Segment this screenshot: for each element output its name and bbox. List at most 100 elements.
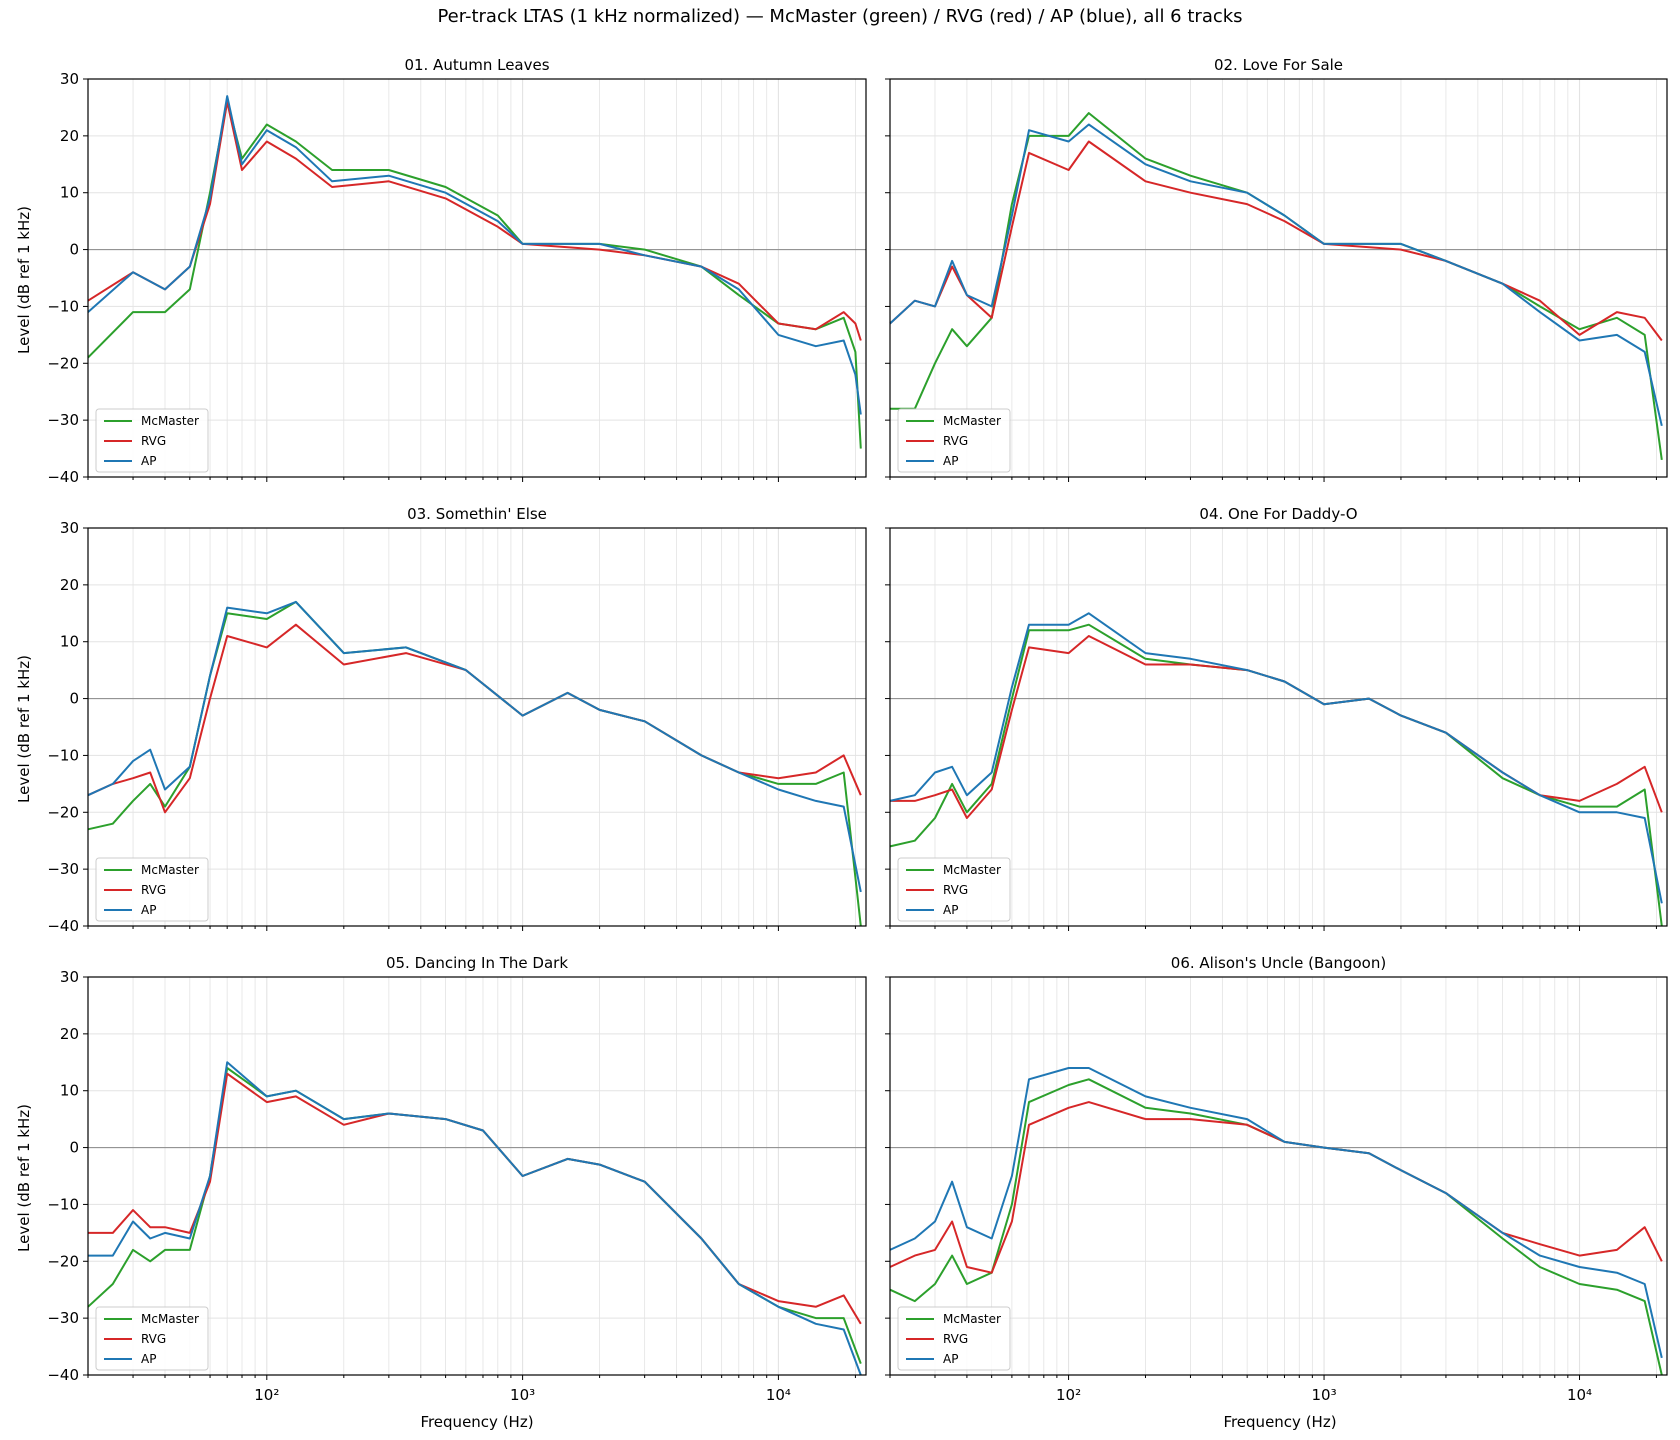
plot-frame <box>889 976 1668 1376</box>
legend-label-mcmaster: McMaster <box>141 1312 199 1326</box>
legend-label-rvg: RVG <box>943 883 968 897</box>
subplot-5: −40 −30 −20 −10 0 10 20 30 10² 10³ 10⁴ 05. Dancing … <box>47 954 867 1404</box>
y-tick-label: −40 <box>47 1366 79 1384</box>
legend-box <box>95 408 209 473</box>
subplot-2: 02. Love For Sale McMaster RVG AP <box>885 56 1668 482</box>
subplot-title: 06. Alison's Uncle (Bangoon) <box>1171 954 1386 972</box>
y-tick-label: 10 <box>60 1082 79 1100</box>
y-tick-label: −10 <box>47 746 79 764</box>
y-axis-label-row1: Level (dB ref 1 kHz) <box>15 206 33 354</box>
y-tick-label: 20 <box>60 127 79 145</box>
x-axis-label-left: Frequency (Hz) <box>420 1413 533 1431</box>
plot-frame <box>889 78 1668 478</box>
series-line-mcmaster <box>889 1078 1663 1376</box>
series-line-rvg <box>890 635 1663 819</box>
legend-label-rvg: RVG <box>943 1332 968 1346</box>
legend: McMaster RVG AP <box>95 408 209 473</box>
series-line-ap <box>87 600 862 893</box>
legend-label-ap: AP <box>141 1352 156 1366</box>
legend: McMaster RVG AP <box>897 857 1011 922</box>
series-line-mcmaster <box>890 112 1663 461</box>
legend-label-rvg: RVG <box>141 1332 166 1346</box>
series-line-rvg <box>87 623 862 814</box>
legend-box <box>95 857 209 922</box>
legend-label-mcmaster: McMaster <box>141 414 199 428</box>
legend-label-mcmaster: McMaster <box>943 414 1001 428</box>
x-tick-label: 10³ <box>510 1386 535 1404</box>
series-line-ap <box>889 1067 1663 1359</box>
plot-frame <box>87 976 867 1376</box>
legend-box <box>95 1306 209 1371</box>
series-line-rvg <box>88 1072 862 1325</box>
y-tick-label: 0 <box>69 690 79 708</box>
y-tick-label: 30 <box>60 519 79 537</box>
y-tick-label: 10 <box>60 633 79 651</box>
y-tick-label: 20 <box>60 576 79 594</box>
y-tick-label: 30 <box>60 968 79 986</box>
subplot-3: −40 −30 −20 −10 0 10 20 30 03. Somethin' Else McM… <box>47 505 867 935</box>
legend-label-ap: AP <box>141 903 156 917</box>
subplot-6: 10² 10³ 10⁴ 06. Alison's Uncle (Bangoon) McM… <box>885 954 1668 1404</box>
y-tick-label: −20 <box>47 803 79 821</box>
subplot-4: 04. One For Daddy-O McMaster RVG AP <box>885 505 1668 931</box>
x-tick-label: 10⁴ <box>766 1386 791 1404</box>
y-axis-label-row2: Level (dB ref 1 kHz) <box>15 655 33 803</box>
y-tick-label: 10 <box>60 184 79 202</box>
legend-label-ap: AP <box>943 903 958 917</box>
x-axis-label-right: Frequency (Hz) <box>1223 1413 1336 1431</box>
y-tick-label: −10 <box>47 1195 79 1213</box>
x-tick-label: 10² <box>254 1386 279 1404</box>
y-tick-label: −10 <box>47 297 79 315</box>
legend-label-ap: AP <box>943 1352 958 1366</box>
y-tick-label: −40 <box>47 468 79 486</box>
y-tick-label: −20 <box>47 1252 79 1270</box>
legend: McMaster RVG AP <box>897 408 1011 473</box>
subplot-title: 01. Autumn Leaves <box>404 56 549 74</box>
y-tick-label: −40 <box>47 917 79 935</box>
y-tick-label: 30 <box>60 70 79 88</box>
legend-label-rvg: RVG <box>141 434 166 448</box>
y-tick-label: −30 <box>47 860 79 878</box>
legend-box <box>897 857 1011 922</box>
legend-box <box>897 1306 1011 1371</box>
legend-label-mcmaster: McMaster <box>141 863 199 877</box>
legend-label-rvg: RVG <box>141 883 166 897</box>
legend-label-mcmaster: McMaster <box>943 1312 1001 1326</box>
subplot-grid: −40 −30 −20 −10 0 10 20 30 01. Autumn Leaves McMa… <box>47 56 1668 1404</box>
subplot-title: 02. Love For Sale <box>1214 56 1343 74</box>
legend-box <box>897 408 1011 473</box>
plot-frame <box>889 527 1668 927</box>
legend-label-rvg: RVG <box>943 434 968 448</box>
y-tick-label: −20 <box>47 354 79 372</box>
y-tick-label: −30 <box>47 411 79 429</box>
legend-label-mcmaster: McMaster <box>943 863 1001 877</box>
y-tick-label: 0 <box>69 241 79 259</box>
series-line-rvg <box>889 1101 1663 1274</box>
y-tick-label: −30 <box>47 1309 79 1327</box>
y-axis-label-row3: Level (dB ref 1 kHz) <box>15 1104 33 1252</box>
x-tick-label: 10⁴ <box>1567 1386 1592 1404</box>
y-tick-label: 20 <box>60 1025 79 1043</box>
series-line-ap <box>889 612 1663 904</box>
series-line-ap <box>88 1061 862 1376</box>
series-line-mcmaster <box>87 100 862 449</box>
plot-frame <box>87 527 867 927</box>
series-line-rvg <box>87 100 862 341</box>
x-tick-label: 10² <box>1056 1386 1081 1404</box>
series-line-ap <box>87 95 862 415</box>
subplot-1: −40 −30 −20 −10 0 10 20 30 01. Autumn Leaves McMa… <box>47 56 867 486</box>
plot-frame <box>87 78 867 478</box>
subplot-title: 04. One For Daddy-O <box>1199 505 1357 523</box>
legend: McMaster RVG AP <box>95 857 209 922</box>
legend: McMaster RVG AP <box>897 1306 1011 1371</box>
legend-label-ap: AP <box>943 454 958 468</box>
x-tick-label: 10³ <box>1311 1386 1336 1404</box>
subplot-title: 05. Dancing In The Dark <box>386 954 568 972</box>
figure-title: Per-track LTAS (1 kHz normalized) — McMa… <box>437 6 1242 27</box>
legend-label-ap: AP <box>141 454 156 468</box>
series-line-ap <box>889 123 1663 427</box>
legend: McMaster RVG AP <box>95 1306 209 1371</box>
y-tick-label: 0 <box>69 1139 79 1157</box>
subplot-title: 03. Somethin' Else <box>407 505 547 523</box>
